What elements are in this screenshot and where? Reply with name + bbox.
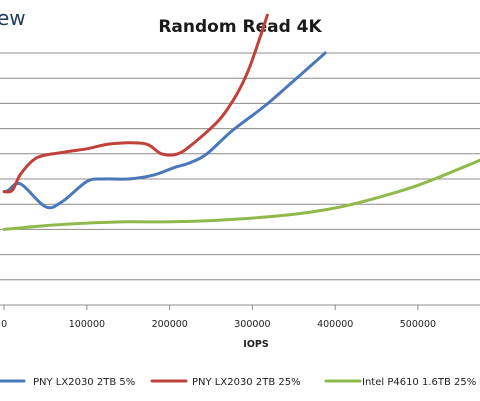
x-tick-label: 300000: [234, 319, 270, 330]
series-line-pny-25: [2, 13, 269, 194]
legend-item-intel-p4610: Intel P4610 1.6TB 25%: [324, 377, 476, 388]
legend-label: PNY LX2030 2TB 25%: [192, 377, 301, 388]
gridlines: [0, 52, 480, 281]
x-tick-label: 100000: [69, 319, 105, 330]
x-tick-labels: 0 100000 200000 300000 400000 500000: [1, 305, 436, 330]
legend-label: Intel P4610 1.6TB 25%: [362, 377, 476, 388]
x-tick-label: 0: [1, 319, 7, 330]
series-lines: [2, 13, 480, 231]
x-tick-label: 200000: [152, 319, 188, 330]
legend: PNY LX2030 2TB 5% PNY LX2030 2TB 25% Intel…: [0, 377, 476, 388]
legend-label: PNY LX2030 2TB 5%: [33, 377, 135, 388]
series-line-intel-p4610: [2, 158, 480, 231]
brand-text: ew: [0, 6, 26, 30]
legend-item-pny-25: PNY LX2030 2TB 25%: [150, 377, 301, 388]
x-axis-title: IOPS: [243, 339, 269, 350]
chart-title: Random Read 4K: [158, 17, 322, 37]
x-tick-label: 400000: [317, 319, 353, 330]
series-line-pny-5: [2, 51, 327, 210]
x-tick-label: 500000: [400, 319, 436, 330]
legend-item-pny-5: PNY LX2030 2TB 5%: [0, 377, 135, 388]
